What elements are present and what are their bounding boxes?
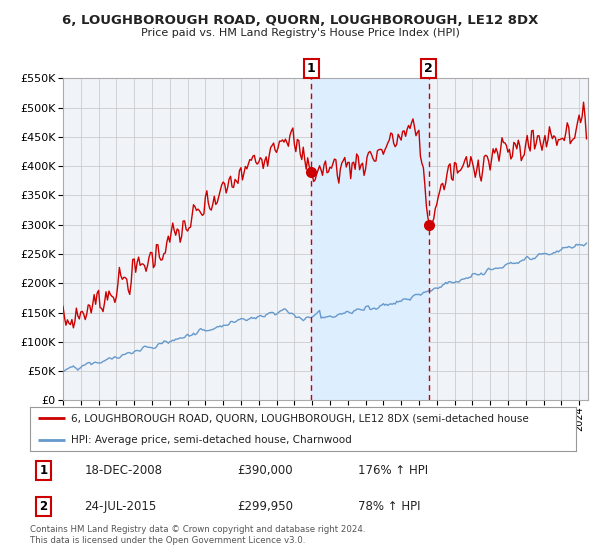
Text: 176% ↑ HPI: 176% ↑ HPI — [358, 464, 428, 477]
Text: 1: 1 — [307, 62, 316, 75]
Text: £299,950: £299,950 — [238, 500, 293, 513]
Text: 2: 2 — [424, 62, 433, 75]
Text: 24-JUL-2015: 24-JUL-2015 — [85, 500, 157, 513]
Text: £390,000: £390,000 — [238, 464, 293, 477]
Text: HPI: Average price, semi-detached house, Charnwood: HPI: Average price, semi-detached house,… — [71, 435, 352, 445]
Text: 78% ↑ HPI: 78% ↑ HPI — [358, 500, 420, 513]
Text: 6, LOUGHBOROUGH ROAD, QUORN, LOUGHBOROUGH, LE12 8DX: 6, LOUGHBOROUGH ROAD, QUORN, LOUGHBOROUG… — [62, 14, 538, 27]
Text: 18-DEC-2008: 18-DEC-2008 — [85, 464, 163, 477]
Text: 1: 1 — [40, 464, 48, 477]
Bar — [311, 78, 428, 400]
Text: Price paid vs. HM Land Registry's House Price Index (HPI): Price paid vs. HM Land Registry's House … — [140, 28, 460, 38]
Text: 2: 2 — [40, 500, 48, 513]
Text: 6, LOUGHBOROUGH ROAD, QUORN, LOUGHBOROUGH, LE12 8DX (semi-detached house: 6, LOUGHBOROUGH ROAD, QUORN, LOUGHBOROUG… — [71, 413, 529, 423]
Text: Contains HM Land Registry data © Crown copyright and database right 2024.
This d: Contains HM Land Registry data © Crown c… — [30, 525, 365, 545]
